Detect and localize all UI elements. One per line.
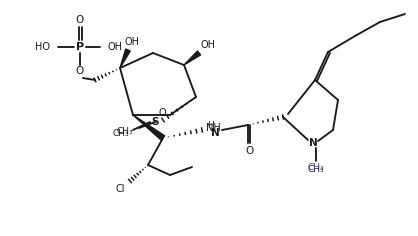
Text: O: O [76, 66, 84, 76]
Text: NH: NH [206, 123, 220, 133]
Text: P: P [76, 42, 84, 52]
Text: OH: OH [125, 37, 140, 47]
Text: CH₃: CH₃ [117, 127, 133, 136]
Text: O: O [76, 15, 84, 25]
Text: N: N [308, 138, 317, 148]
Text: H: H [206, 122, 213, 131]
Text: OH: OH [201, 40, 216, 50]
Text: CH₃: CH₃ [113, 130, 129, 139]
Text: O: O [158, 108, 166, 118]
Text: CH₃: CH₃ [308, 164, 324, 173]
Polygon shape [120, 49, 130, 68]
Text: CH₃: CH₃ [308, 164, 324, 173]
Text: S: S [151, 117, 159, 127]
Text: Cl: Cl [115, 184, 125, 194]
Text: OH: OH [108, 42, 123, 52]
Text: O: O [245, 146, 253, 156]
Polygon shape [133, 115, 165, 140]
Text: HO: HO [35, 42, 50, 52]
Polygon shape [184, 51, 201, 65]
Text: N: N [211, 128, 219, 138]
